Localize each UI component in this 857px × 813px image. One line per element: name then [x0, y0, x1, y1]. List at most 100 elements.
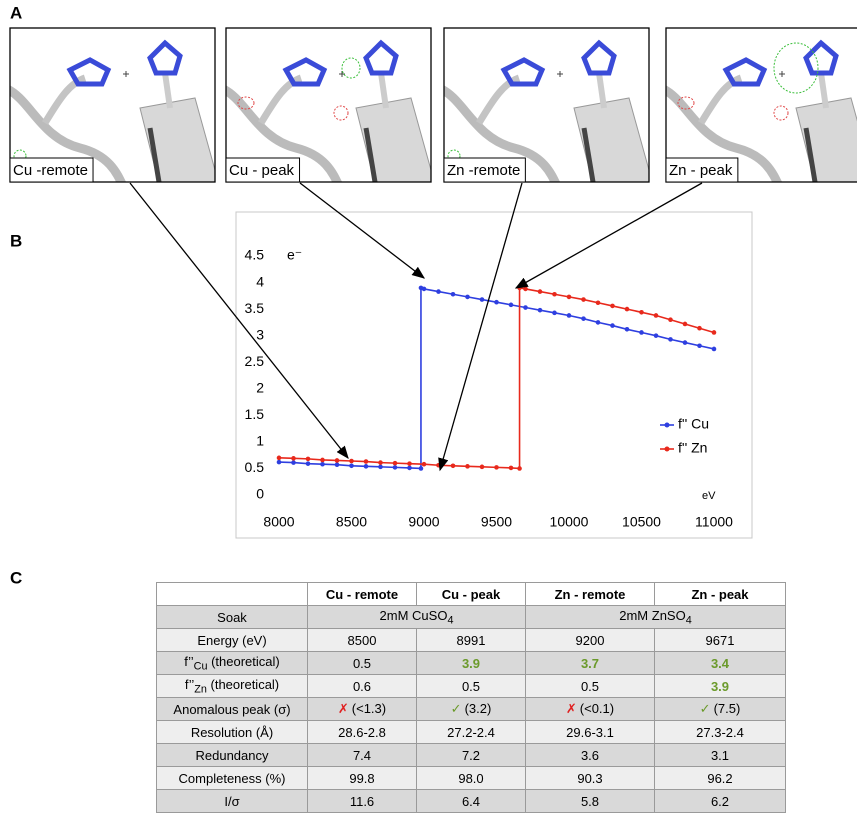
- data-point: [523, 287, 528, 292]
- data-point: [378, 460, 383, 465]
- cell-text: 2mM ZnSO: [619, 608, 685, 623]
- data-point: [422, 287, 427, 292]
- data-point: [277, 460, 282, 465]
- cell-text: 3.4: [711, 656, 729, 671]
- table-cell: 7.4: [308, 744, 417, 767]
- row-label: f’’Zn (theoretical): [157, 675, 308, 698]
- data-point: [625, 307, 630, 312]
- image-label: Zn - peak: [669, 162, 733, 179]
- data-point: [509, 303, 514, 308]
- y-tick-label: 2.5: [245, 353, 265, 369]
- data-point: [668, 337, 673, 342]
- x-tick-label: 8500: [336, 514, 367, 530]
- row-label: I/σ: [157, 790, 308, 813]
- data-point: [335, 462, 340, 467]
- data-point: [596, 320, 601, 325]
- table-cell: ✓(7.5): [655, 698, 786, 721]
- data-point: [683, 340, 688, 345]
- table-cell: 6.2: [655, 790, 786, 813]
- y-tick-label: 1.5: [245, 406, 265, 422]
- data-point: [639, 310, 644, 315]
- legend-swatch: [665, 423, 670, 428]
- x-tick-label: 10500: [622, 514, 661, 530]
- table-cell: 7.2: [417, 744, 526, 767]
- cell-text: 2mM CuSO: [380, 608, 448, 623]
- status-mark: ✗: [338, 701, 349, 716]
- cell-subscript: Cu: [194, 660, 208, 672]
- data-point: [654, 333, 659, 338]
- table-cell: 27.3-2.4: [655, 721, 786, 744]
- row-label: Soak: [157, 606, 308, 629]
- data-point: [538, 308, 543, 313]
- data-point: [364, 464, 369, 469]
- table-cell: 8991: [417, 629, 526, 652]
- image-label: Zn -remote: [447, 162, 520, 179]
- structure-image: Cu - peak: [221, 28, 436, 198]
- row-label: Anomalous peak (σ): [157, 698, 308, 721]
- structure-image: Cu -remote: [5, 28, 220, 198]
- status-mark: ✓: [451, 701, 462, 716]
- data-point: [378, 465, 383, 470]
- table-cell: 2mM CuSO4: [308, 606, 526, 629]
- data-point: [567, 295, 572, 300]
- table-cell: 8500: [308, 629, 417, 652]
- header-cell: Zn - remote: [526, 583, 655, 606]
- cell-text: 3.9: [711, 679, 729, 694]
- x-axis-label: eV: [702, 490, 716, 502]
- cell-text: (<0.1): [580, 701, 614, 716]
- cell-text: (7.5): [714, 701, 741, 716]
- table-cell: 0.5: [526, 675, 655, 698]
- legend-label: f'' Zn: [678, 440, 707, 456]
- y-tick-label: 3.5: [245, 300, 265, 316]
- y-tick-label: 3: [256, 326, 264, 342]
- table-cell: 0.5: [417, 675, 526, 698]
- table-cell: 3.9: [655, 675, 786, 698]
- chart-frame: [236, 212, 752, 538]
- table-cell: 3.6: [526, 744, 655, 767]
- table-cell: 29.6-3.1: [526, 721, 655, 744]
- data-point: [335, 458, 340, 463]
- image-label: Cu - peak: [229, 162, 295, 179]
- table-body: Cu - remoteCu - peakZn - remoteZn - peak…: [157, 583, 786, 813]
- legend-swatch: [665, 447, 670, 452]
- data-point: [494, 300, 499, 305]
- data-point: [291, 460, 296, 465]
- data-point: [581, 316, 586, 321]
- cell-subscript: Zn: [194, 683, 207, 695]
- panel-letter: C: [10, 568, 22, 587]
- panel-letter: A: [10, 3, 22, 22]
- table-cell: 0.6: [308, 675, 417, 698]
- image-row: Cu -remote Cu - peak Zn -remote Zn - peak: [5, 28, 857, 198]
- data-point: [668, 317, 673, 322]
- table-row: Energy (eV)8500899192009671: [157, 629, 786, 652]
- y-tick-label: 2: [256, 379, 264, 395]
- data-point: [349, 463, 354, 468]
- table-row: Anomalous peak (σ)✗(<1.3)✓(3.2)✗(<0.1)✓(…: [157, 698, 786, 721]
- cell-subscript: 4: [447, 614, 453, 626]
- row-label: f’’Cu (theoretical): [157, 652, 308, 675]
- table-cell: 11.6: [308, 790, 417, 813]
- data-point: [625, 327, 630, 332]
- table-cell: 90.3: [526, 767, 655, 790]
- data-point: [436, 463, 441, 468]
- table-cell: 5.8: [526, 790, 655, 813]
- y-tick-label: 4: [256, 273, 264, 289]
- data-point: [697, 326, 702, 331]
- row-label: Energy (eV): [157, 629, 308, 652]
- data-point: [480, 297, 485, 302]
- x-tick-label: 10000: [550, 514, 589, 530]
- y-tick-label: 0.5: [245, 459, 265, 475]
- table-cell: 27.2-2.4: [417, 721, 526, 744]
- data-point: [567, 313, 572, 318]
- data-point: [610, 304, 615, 309]
- data-point: [596, 300, 601, 305]
- data-point: [552, 292, 557, 297]
- table-cell: 98.0: [417, 767, 526, 790]
- table-cell: 3.1: [655, 744, 786, 767]
- data-point: [509, 466, 514, 471]
- table-cell: ✗(<0.1): [526, 698, 655, 721]
- header-cell: Zn - peak: [655, 583, 786, 606]
- data-point: [683, 322, 688, 327]
